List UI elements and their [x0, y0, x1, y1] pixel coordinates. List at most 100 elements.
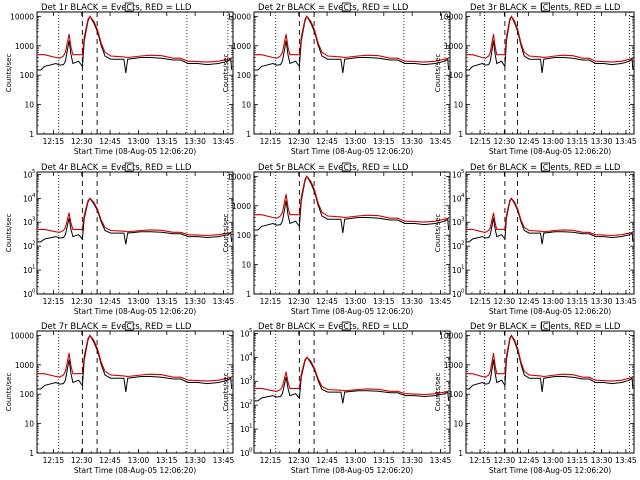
x-tick-label: 12:45	[518, 297, 540, 306]
y-tick-label: 10	[23, 242, 33, 251]
lld-series-line	[254, 175, 450, 223]
x-tick-label: 12:30	[494, 456, 516, 465]
marker-label: C	[543, 163, 548, 172]
y-tick-label: 100	[20, 71, 35, 80]
x-tick-label: 13:30	[184, 137, 206, 146]
lld-series-line	[466, 334, 634, 382]
events-series-line	[254, 356, 450, 404]
x-tick-label: 12:30	[71, 137, 93, 146]
x-tick-label: 13:15	[373, 456, 395, 465]
events-series-line	[466, 197, 634, 245]
y-tick-exponent: 3	[249, 376, 253, 382]
y-axis-label: Counts/sec	[222, 373, 230, 412]
y-tick-exponent: 4	[249, 352, 253, 358]
y-tick-label: 10	[240, 353, 250, 362]
x-axis-label: Start Time (08-Aug-05 12:06:20)	[489, 307, 611, 316]
y-tick-label: 10	[240, 449, 250, 458]
y-tick-label: 10	[240, 425, 250, 434]
panels-layer: Det 1r BLACK = Events, RED = LLDC1101001…	[5, 2, 637, 475]
x-tick-label: 12:30	[71, 456, 93, 465]
marker-label: C	[344, 322, 349, 331]
y-tick-exponent: 0	[461, 289, 465, 295]
x-tick-label: 12:30	[288, 137, 310, 146]
x-tick-label: 13:00	[128, 297, 150, 306]
events-series-line	[254, 15, 450, 73]
x-tick-label: 13:15	[156, 137, 178, 146]
x-tick-label: 13:15	[156, 297, 178, 306]
marker-box	[541, 2, 550, 12]
y-tick-label: 10	[240, 401, 250, 410]
y-tick-label: 10	[452, 194, 462, 203]
y-tick-label: 10	[452, 290, 462, 299]
x-tick-label: 13:00	[128, 137, 150, 146]
y-tick-label: 10	[23, 266, 33, 275]
x-tick-label: 13:30	[184, 297, 206, 306]
x-tick-label: 12:15	[260, 456, 282, 465]
x-axis-label: Start Time (08-Aug-05 12:06:20)	[291, 466, 413, 475]
x-tick-label: 12:45	[99, 297, 121, 306]
x-tick-label: 13:45	[615, 297, 637, 306]
x-tick-label: 12:15	[260, 297, 282, 306]
y-tick-label: 10	[453, 101, 463, 110]
x-tick-label: 13:30	[591, 137, 613, 146]
y-tick-exponent: 2	[461, 241, 465, 247]
x-axis-label: Start Time (08-Aug-05 12:06:20)	[74, 147, 196, 156]
x-tick-label: 12:30	[494, 137, 516, 146]
panel-title: Det 1r BLACK = Events, RED = LLD	[41, 3, 192, 13]
marker-label: C	[127, 163, 132, 172]
x-tick-label: 12:45	[518, 456, 540, 465]
y-tick-label: 10	[23, 290, 33, 299]
y-axis-label: Counts/sec	[434, 373, 442, 412]
y-tick-label: 10000	[439, 331, 463, 340]
x-tick-label: 12:15	[43, 456, 65, 465]
x-tick-label: 12:30	[71, 297, 93, 306]
y-tick-label: 10	[24, 101, 34, 110]
x-tick-label: 13:15	[373, 137, 395, 146]
y-tick-label: 10000	[227, 12, 251, 21]
plot-frame	[465, 11, 635, 135]
panel-title: Det 2r BLACK = Events, RED = LLD	[258, 3, 409, 13]
y-tick-exponent: 3	[32, 217, 36, 223]
marker-box	[541, 321, 550, 331]
y-tick-exponent: 5	[461, 169, 465, 175]
x-tick-label: 13:45	[430, 297, 452, 306]
y-tick-label: 10	[23, 194, 33, 203]
chart-panel: Det 9r BLACK = Events, RED = LLDC1101001…	[434, 321, 637, 475]
y-tick-label: 10	[240, 329, 250, 338]
y-tick-label: 1000	[15, 361, 34, 370]
events-series-line	[37, 15, 233, 73]
panel-title: Det 8r BLACK = Events, RED = LLD	[258, 322, 409, 332]
y-axis-label: Counts/sec	[434, 214, 442, 253]
y-tick-exponent: 5	[32, 169, 36, 175]
x-tick-label: 12:45	[316, 297, 338, 306]
y-tick-label: 10	[452, 218, 462, 227]
x-tick-label: 13:15	[373, 297, 395, 306]
x-tick-label: 13:30	[401, 456, 423, 465]
y-tick-label: 10	[23, 218, 33, 227]
panel-title: Det 7r BLACK = Events, RED = LLD	[41, 322, 192, 332]
x-tick-label: 13:45	[615, 456, 637, 465]
x-tick-label: 13:30	[184, 456, 206, 465]
y-tick-label: 1	[29, 449, 34, 458]
lld-series-line	[37, 334, 233, 382]
plot-frame	[36, 11, 234, 135]
chart-panel: Det 3r BLACK = Events, RED = LLDC1101001…	[434, 2, 637, 156]
y-tick-label: 10000	[10, 331, 34, 340]
marker-label: C	[127, 322, 132, 331]
y-tick-label: 10000	[439, 12, 463, 21]
plot-frame	[36, 171, 234, 295]
y-tick-label: 1000	[232, 202, 251, 211]
x-tick-label: 13:45	[615, 137, 637, 146]
marker-box	[124, 321, 134, 331]
y-tick-exponent: 3	[461, 217, 465, 223]
y-tick-label: 1000	[232, 42, 251, 51]
y-tick-exponent: 4	[32, 193, 36, 199]
x-axis-label: Start Time (08-Aug-05 12:06:20)	[74, 466, 196, 475]
x-tick-label: 12:45	[99, 137, 121, 146]
y-axis-label: Counts/sec	[222, 54, 230, 93]
x-tick-label: 13:00	[345, 137, 367, 146]
